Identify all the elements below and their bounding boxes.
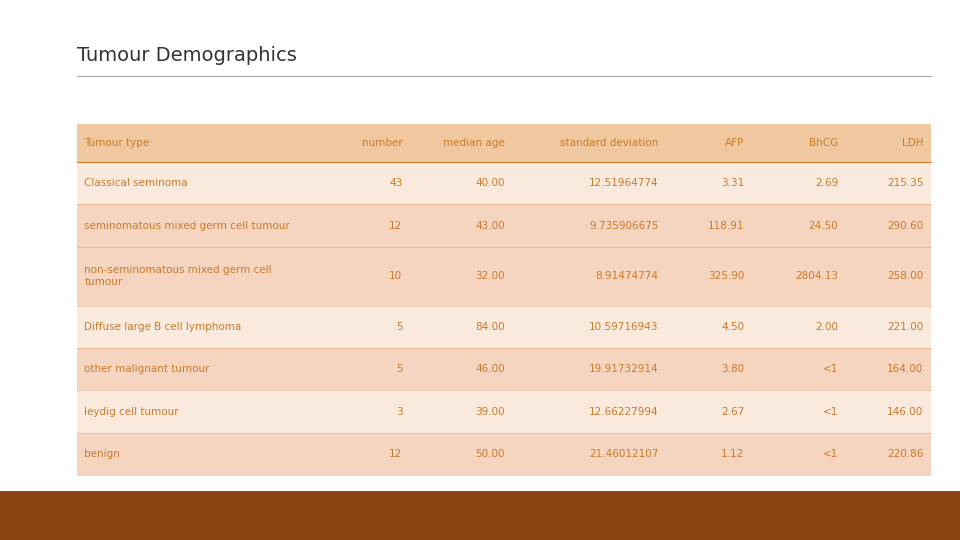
Bar (77, 306, 931, 348)
Text: 12: 12 (389, 449, 402, 459)
Bar (77, 247, 931, 306)
Text: number: number (362, 138, 402, 148)
Text: 9.735906675: 9.735906675 (589, 221, 659, 231)
Bar (77, 433, 931, 475)
Text: 215.35: 215.35 (887, 178, 924, 188)
Text: 325.90: 325.90 (708, 271, 744, 281)
Text: 2.00: 2.00 (815, 322, 838, 332)
Text: 3: 3 (396, 407, 402, 416)
Bar (77, 205, 931, 247)
Text: Diffuse large B cell lymphoma: Diffuse large B cell lymphoma (84, 322, 242, 332)
Text: non-seminomatous mixed germ cell
tumour: non-seminomatous mixed germ cell tumour (84, 265, 272, 287)
Text: 10.59716943: 10.59716943 (589, 322, 659, 332)
Text: 290.60: 290.60 (887, 221, 924, 231)
Text: 118.91: 118.91 (708, 221, 744, 231)
Text: 39.00: 39.00 (475, 407, 505, 416)
Text: 12.51964774: 12.51964774 (589, 178, 659, 188)
Text: benign: benign (84, 449, 120, 459)
Text: <1: <1 (823, 407, 838, 416)
Text: 19.91732914: 19.91732914 (589, 364, 659, 374)
Text: AFP: AFP (725, 138, 744, 148)
Text: standard deviation: standard deviation (561, 138, 659, 148)
Text: 10: 10 (389, 271, 402, 281)
Text: 3.80: 3.80 (721, 364, 744, 374)
Text: 258.00: 258.00 (887, 271, 924, 281)
Text: 2804.13: 2804.13 (795, 271, 838, 281)
Bar (77, 124, 931, 162)
Text: seminomatous mixed germ cell tumour: seminomatous mixed germ cell tumour (84, 221, 290, 231)
Text: 84.00: 84.00 (475, 322, 505, 332)
Text: 2.69: 2.69 (815, 178, 838, 188)
Text: 146.00: 146.00 (887, 407, 924, 416)
Text: 2.67: 2.67 (721, 407, 744, 416)
Text: 21.46012107: 21.46012107 (589, 449, 659, 459)
Text: Classical seminoma: Classical seminoma (84, 178, 188, 188)
Text: 40.00: 40.00 (475, 178, 505, 188)
Text: 1.12: 1.12 (721, 449, 744, 459)
Text: 3.31: 3.31 (721, 178, 744, 188)
Bar (77, 390, 931, 433)
Text: 5: 5 (396, 322, 402, 332)
Text: 4.50: 4.50 (721, 322, 744, 332)
Text: 46.00: 46.00 (475, 364, 505, 374)
Text: 12.66227994: 12.66227994 (589, 407, 659, 416)
Text: BhCG: BhCG (809, 138, 838, 148)
Text: leydig cell tumour: leydig cell tumour (84, 407, 180, 416)
Bar (77, 348, 931, 390)
Text: <1: <1 (823, 449, 838, 459)
Text: median age: median age (444, 138, 505, 148)
Text: 5: 5 (396, 364, 402, 374)
Text: 43: 43 (389, 178, 402, 188)
Text: Tumour type: Tumour type (84, 138, 150, 148)
Text: 24.50: 24.50 (808, 221, 838, 231)
Text: LDH: LDH (902, 138, 924, 148)
Text: 50.00: 50.00 (475, 449, 505, 459)
Text: Tumour Demographics: Tumour Demographics (77, 46, 297, 65)
Text: 164.00: 164.00 (887, 364, 924, 374)
Text: 43.00: 43.00 (475, 221, 505, 231)
Text: other malignant tumour: other malignant tumour (84, 364, 210, 374)
Text: 221.00: 221.00 (887, 322, 924, 332)
Bar (77, 162, 931, 205)
Text: 32.00: 32.00 (475, 271, 505, 281)
Text: 12: 12 (389, 221, 402, 231)
Text: 8.91474774: 8.91474774 (595, 271, 659, 281)
Text: <1: <1 (823, 364, 838, 374)
Text: 220.86: 220.86 (887, 449, 924, 459)
Bar (0, 491, 960, 540)
